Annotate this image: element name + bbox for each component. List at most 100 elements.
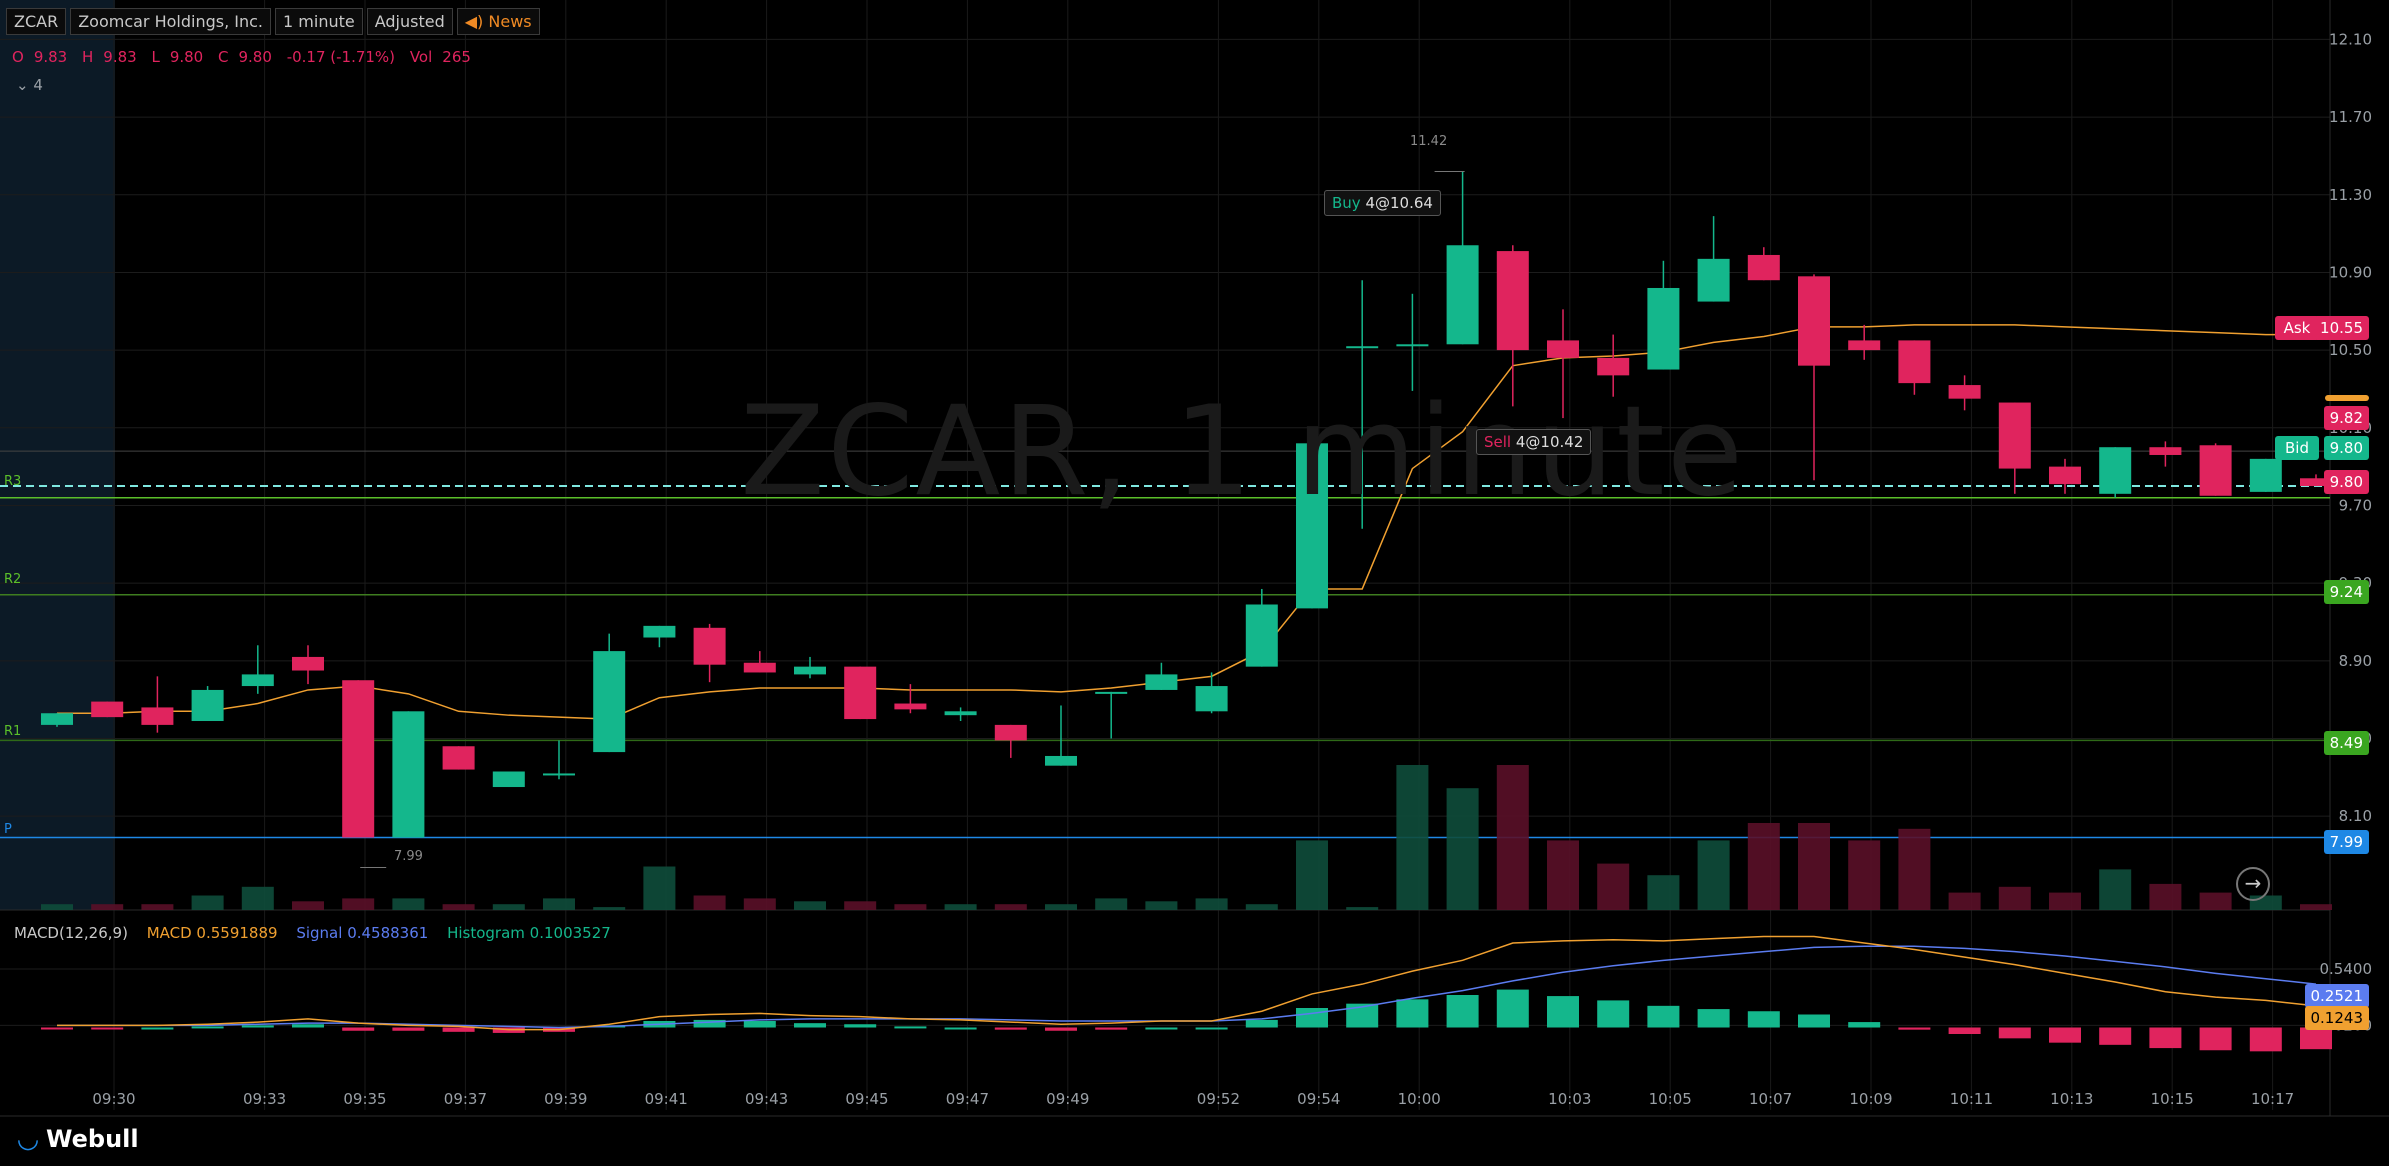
- indicator-toggle[interactable]: ⌄ 4: [16, 76, 43, 94]
- volume-bar: [794, 901, 826, 910]
- time-tick-label: 09:54: [1297, 1090, 1340, 1108]
- macd-histogram-bar: [141, 1027, 174, 1030]
- macd-histogram-bar: [442, 1027, 475, 1032]
- brand-name: Webull: [46, 1125, 139, 1153]
- macd-histogram-bar: [1998, 1027, 2031, 1039]
- candle-body: [1647, 287, 1680, 370]
- volume-value: 265: [442, 48, 471, 66]
- ask-label-tag: Ask: [2275, 316, 2319, 340]
- candle-body: [1145, 674, 1178, 690]
- volume-bar: [643, 866, 676, 910]
- time-tick-label: 10:05: [1649, 1090, 1692, 1108]
- volume-bar: [693, 895, 726, 910]
- volume-bar: [1296, 840, 1328, 910]
- volume-bar: [1346, 907, 1379, 910]
- change-value: -0.17 (-1.71%): [286, 48, 396, 66]
- time-tick-label: 10:07: [1749, 1090, 1792, 1108]
- close-value: 9.80: [238, 48, 272, 66]
- candle-body: [1396, 344, 1429, 347]
- candle-body: [1496, 251, 1529, 351]
- time-tick-label: 10:00: [1398, 1090, 1441, 1108]
- news-button[interactable]: ◀) News: [456, 8, 540, 35]
- macd-histogram-bar: [794, 1023, 826, 1028]
- candle-body: [944, 711, 977, 716]
- candle-body: [743, 662, 776, 673]
- macd-histogram-bar: [191, 1026, 224, 1029]
- volume-bar: [593, 907, 626, 910]
- volume-bar: [2300, 904, 2332, 910]
- last-price-tag: 9.80: [2323, 470, 2369, 494]
- candle-body: [492, 771, 525, 788]
- macd-histogram-bar: [1145, 1027, 1178, 1030]
- time-tick-label: 10:13: [2050, 1090, 2093, 1108]
- macd-histogram-bar: [2149, 1027, 2182, 1049]
- p-price-tag: 7.99: [2323, 830, 2369, 854]
- candle-body: [844, 666, 877, 720]
- time-tick-label: 09:39: [544, 1090, 587, 1108]
- time-tick-label: 10:17: [2251, 1090, 2294, 1108]
- macd-histogram-bar: [994, 1027, 1027, 1030]
- bid-price-tag: 9.80: [2323, 436, 2369, 460]
- interval-button[interactable]: 1 minute: [275, 8, 363, 35]
- time-tick-label: 09:35: [343, 1090, 386, 1108]
- webull-logo: ◡ Webull: [18, 1124, 139, 1154]
- candle-body: [342, 680, 375, 838]
- ohlc-readout: O 9.83 H 9.83 L 9.80 C 9.80 -0.17 (-1.71%) V…: [12, 48, 481, 66]
- candle-body: [241, 674, 274, 687]
- high-value: 9.83: [103, 48, 137, 66]
- symbol-box[interactable]: ZCAR: [6, 8, 67, 35]
- macd-histogram-bar: [1547, 996, 1579, 1028]
- time-tick-label: 09:52: [1197, 1090, 1240, 1108]
- candle-body: [1898, 340, 1931, 384]
- volume-bar: [894, 904, 927, 910]
- volume-bar: [1547, 840, 1579, 910]
- macd-line: [57, 935, 2317, 1031]
- sell-order-value: 4@10.42: [1515, 433, 1584, 451]
- candle-body: [392, 711, 425, 838]
- candle-body: [41, 713, 73, 725]
- histogram-value: Histogram 0.1003527: [447, 924, 611, 942]
- sell-label: Sell: [1484, 433, 1512, 451]
- macd-histogram-bar: [1848, 1022, 1881, 1028]
- macd-histogram-bar: [2199, 1027, 2232, 1051]
- macd-histogram-bar: [743, 1021, 776, 1028]
- sell-order-marker[interactable]: Sell 4@10.42: [1476, 429, 1592, 455]
- chevron-down-icon: ⌄: [16, 76, 29, 94]
- candle-body: [1948, 385, 1981, 399]
- adjust-button[interactable]: Adjusted: [366, 8, 453, 35]
- price-tick-label: 10.50: [2329, 341, 2372, 359]
- macd-histogram-bar: [1597, 1000, 1630, 1028]
- macd-histogram-bar: [1697, 1009, 1730, 1028]
- buy-label: Buy: [1332, 194, 1361, 212]
- signal-tag: 0.2521: [2304, 984, 2369, 1008]
- candle-body: [794, 666, 826, 675]
- speaker-icon: ◀): [464, 12, 484, 31]
- macd-histogram-bar: [342, 1027, 375, 1031]
- macd-histogram-bar: [1898, 1027, 1931, 1030]
- candle-body: [1346, 346, 1379, 349]
- price-tick-label: 11.70: [2329, 108, 2372, 126]
- volume-bar: [392, 898, 425, 910]
- candle-body: [1095, 691, 1128, 694]
- scroll-right-button[interactable]: →: [2236, 867, 2270, 901]
- macd-histogram-bar: [41, 1027, 73, 1030]
- candle-body: [1697, 258, 1730, 302]
- candle-body: [693, 627, 726, 665]
- volume-bar: [1597, 863, 1630, 910]
- candle-body: [1245, 604, 1278, 667]
- macd-title[interactable]: MACD(12,26,9): [14, 924, 128, 942]
- buy-order-marker[interactable]: Buy 4@10.64: [1324, 190, 1441, 216]
- candle-body: [1597, 357, 1630, 376]
- candle-body: [2199, 445, 2232, 496]
- volume-bar: [492, 904, 525, 910]
- macd-value: MACD 0.5591889: [146, 924, 278, 942]
- candle-body: [1798, 276, 1830, 366]
- macd-histogram-bar: [2099, 1027, 2132, 1045]
- volume-bar: [2099, 869, 2132, 910]
- macd-histogram-bar: [91, 1027, 124, 1030]
- volume-bar: [994, 904, 1027, 910]
- webull-logo-icon: ◡: [18, 1124, 38, 1154]
- candle-body: [2249, 458, 2282, 492]
- macd-tick-label: 0.5400: [2320, 960, 2373, 978]
